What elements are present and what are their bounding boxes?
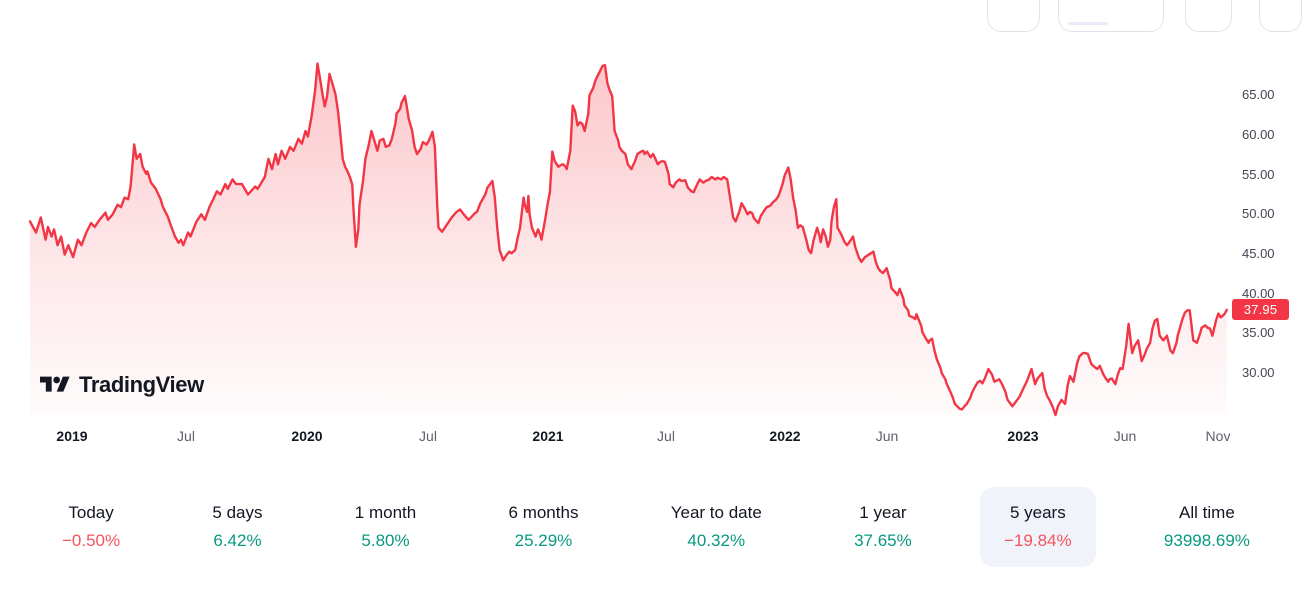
period-change-value: 5.80% xyxy=(361,531,410,550)
period-label: 6 months xyxy=(508,503,579,522)
x-axis-label: Jul xyxy=(177,428,195,444)
toolbar-button[interactable] xyxy=(987,0,1040,32)
toolbar-button[interactable] xyxy=(1185,0,1232,32)
period-label: Today xyxy=(68,503,114,522)
tradingview-logo-text: TradingView xyxy=(79,372,204,397)
period-change-value: 93998.69% xyxy=(1163,531,1250,550)
period-tab-today[interactable]: Today −0.50% xyxy=(38,487,144,567)
x-axis-label: Jul xyxy=(657,428,675,444)
y-axis-label: 65.00 xyxy=(1242,87,1275,102)
tradingview-logo-icon xyxy=(40,376,70,392)
period-change-value: −0.50% xyxy=(62,531,121,550)
period-label: All time xyxy=(1179,503,1235,522)
period-change-value: 40.32% xyxy=(687,531,746,550)
y-axis-label: 30.00 xyxy=(1242,365,1275,380)
period-change-value: 6.42% xyxy=(213,531,262,550)
y-axis-label: 35.00 xyxy=(1242,325,1275,340)
period-selector: Today −0.50% 5 days 6.42% 1 month 5.80% 6 mont… xyxy=(38,487,1274,567)
x-axis-label: Nov xyxy=(1205,428,1231,444)
period-tab-all-time[interactable]: All time 93998.69% xyxy=(1140,487,1274,567)
last-price-badge: 37.95 xyxy=(1232,299,1289,320)
period-label: 1 month xyxy=(354,503,417,522)
period-change-value: −19.84% xyxy=(1004,531,1072,550)
period-tab-5-days[interactable]: 5 days 6.42% xyxy=(188,487,286,567)
period-change-value: 25.29% xyxy=(514,531,573,550)
x-axis-label: Jun xyxy=(875,428,899,444)
period-tab-year-to-date[interactable]: Year to date 40.32% xyxy=(647,487,786,567)
period-tab-5-years[interactable]: 5 years −19.84% xyxy=(980,487,1096,567)
period-change-value: 37.65% xyxy=(854,531,912,550)
x-axis-label: 2019 xyxy=(56,428,88,444)
toolbar-button[interactable] xyxy=(1259,0,1302,32)
toolbar-button[interactable] xyxy=(1058,0,1164,32)
x-axis-label: 2020 xyxy=(291,428,323,444)
y-axis-label: 40.00 xyxy=(1242,286,1275,301)
y-axis-label: 50.00 xyxy=(1242,206,1275,221)
period-label: Year to date xyxy=(670,503,762,522)
y-axis-label: 55.00 xyxy=(1242,167,1275,182)
price-area-chart[interactable] xyxy=(28,58,1228,417)
area-fill xyxy=(30,63,1227,415)
period-label: 5 days xyxy=(212,503,263,522)
period-tab-6-months[interactable]: 6 months 25.29% xyxy=(485,487,603,567)
x-axis-label: 2023 xyxy=(1007,428,1039,444)
period-label: 5 years xyxy=(1009,503,1066,522)
period-tab-1-year[interactable]: 1 year 37.65% xyxy=(830,487,936,567)
period-tab-1-month[interactable]: 1 month 5.80% xyxy=(331,487,440,567)
toolbar-button-detail xyxy=(1068,22,1108,25)
y-axis-label: 60.00 xyxy=(1242,127,1275,142)
x-axis-label: Jul xyxy=(419,428,437,444)
y-axis-label: 45.00 xyxy=(1242,246,1275,261)
price-line xyxy=(28,62,1228,417)
period-label: 1 year xyxy=(859,503,907,522)
x-axis-label: 2022 xyxy=(769,428,801,444)
x-axis-label: Jun xyxy=(1113,428,1137,444)
x-axis-label: 2021 xyxy=(532,428,564,444)
tradingview-logo[interactable]: TradingView xyxy=(40,372,204,398)
